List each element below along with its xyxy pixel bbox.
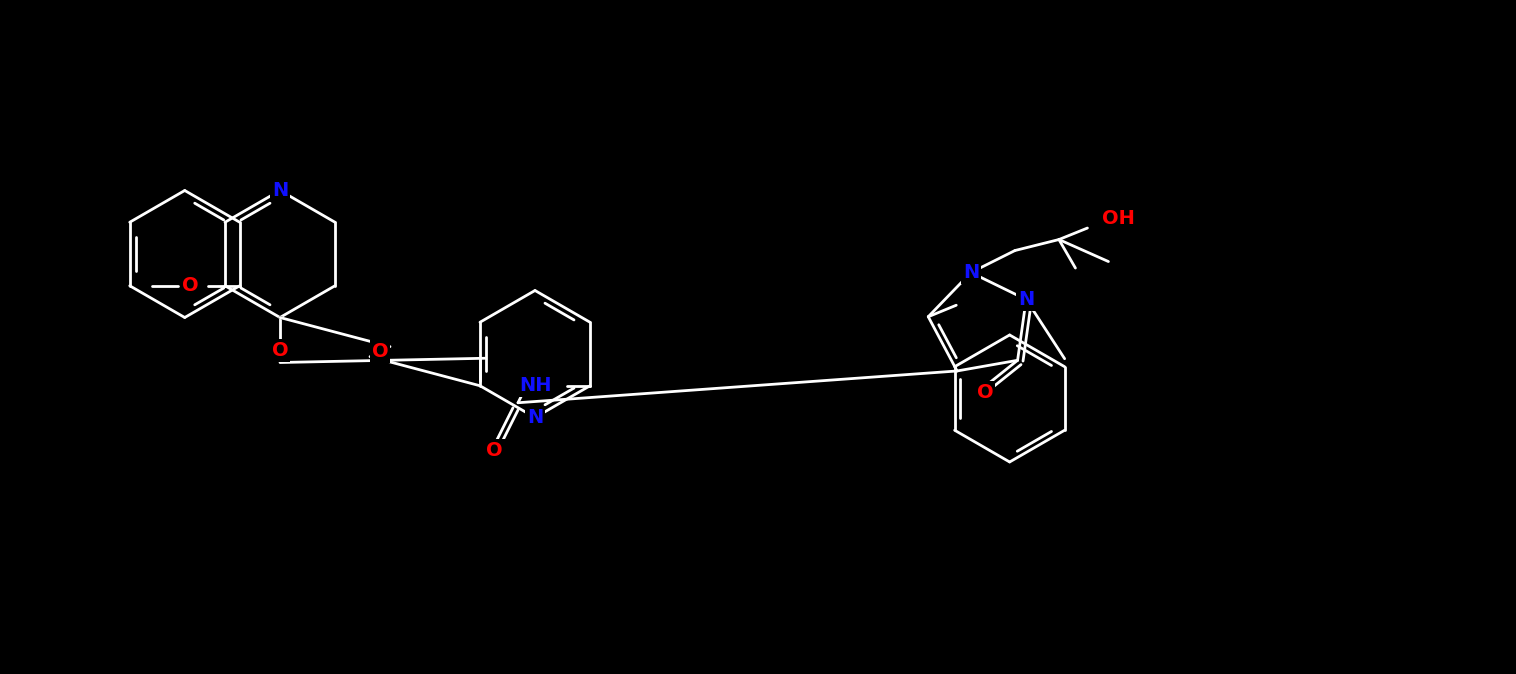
Text: N: N: [528, 408, 543, 427]
Text: N: N: [271, 181, 288, 200]
Text: O: O: [976, 383, 993, 402]
Text: N: N: [1019, 290, 1034, 309]
Text: O: O: [271, 341, 288, 360]
Text: N: N: [963, 263, 979, 282]
Text: O: O: [182, 276, 199, 295]
Text: NH: NH: [518, 376, 552, 395]
Text: O: O: [487, 441, 503, 460]
Text: O: O: [371, 342, 388, 361]
Text: OH: OH: [1102, 208, 1135, 228]
